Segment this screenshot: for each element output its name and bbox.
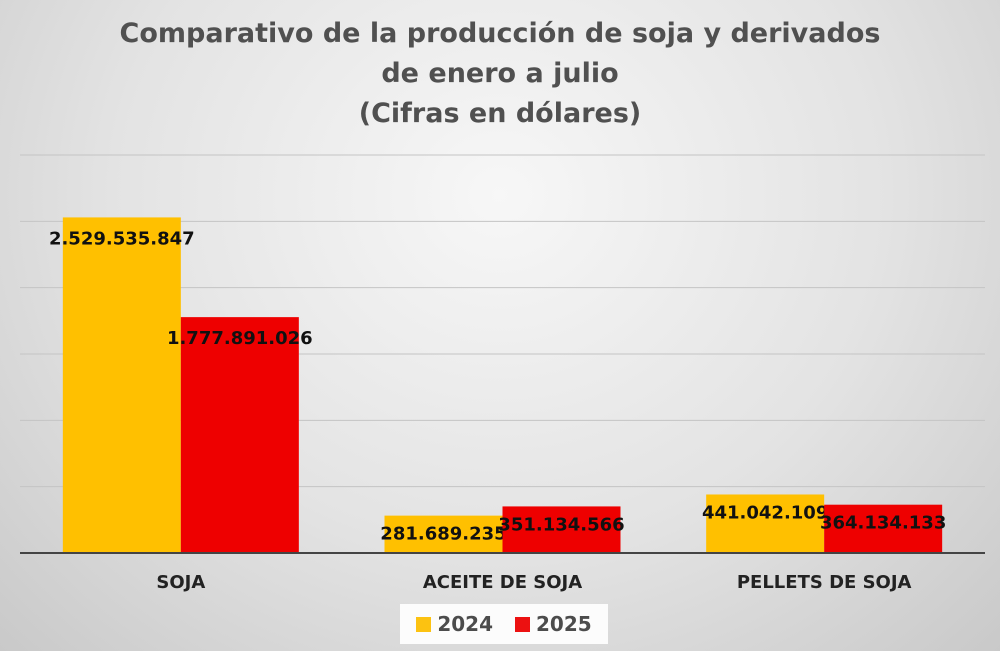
data-label-2024-2: 281.689.235	[380, 524, 506, 545]
data-label-2025-1: 1.777.891.026	[167, 328, 313, 349]
category-label-2: ACEITE DE SOJA	[423, 572, 582, 593]
category-label-1: SOJA	[156, 572, 205, 593]
legend-label-2025: 2025	[536, 612, 592, 636]
legend-item-2025: 2025	[515, 612, 592, 636]
data-label-2025-2: 351.134.566	[498, 514, 624, 535]
bar-2025-1	[180, 317, 299, 553]
bar-2024-2	[384, 515, 503, 553]
legend-swatch-2025	[515, 616, 530, 632]
legend-label-2024: 2024	[437, 612, 493, 636]
data-label-2024-1: 2.529.535.847	[49, 228, 195, 249]
data-label-2024-3: 441.042.109	[702, 502, 828, 523]
category-label-3: PELLETS DE SOJA	[737, 572, 912, 593]
legend-swatch-2024	[416, 616, 432, 632]
chart-title-line-1: Comparativo de la producción de soja y d…	[119, 18, 881, 49]
legend-item-2024: 2024	[416, 612, 493, 636]
bar-2024-1	[62, 217, 181, 553]
data-label-2025-3: 364.134.133	[820, 513, 946, 534]
bar-2024-3	[706, 494, 825, 553]
chart-title-line-3: (Cifras en dólares)	[358, 98, 642, 129]
bar-2025-3	[824, 504, 943, 553]
bar-2025-2	[502, 506, 621, 553]
legend: 2024 2025	[400, 604, 608, 644]
chart-title-line-2: de enero a julio	[381, 58, 619, 89]
